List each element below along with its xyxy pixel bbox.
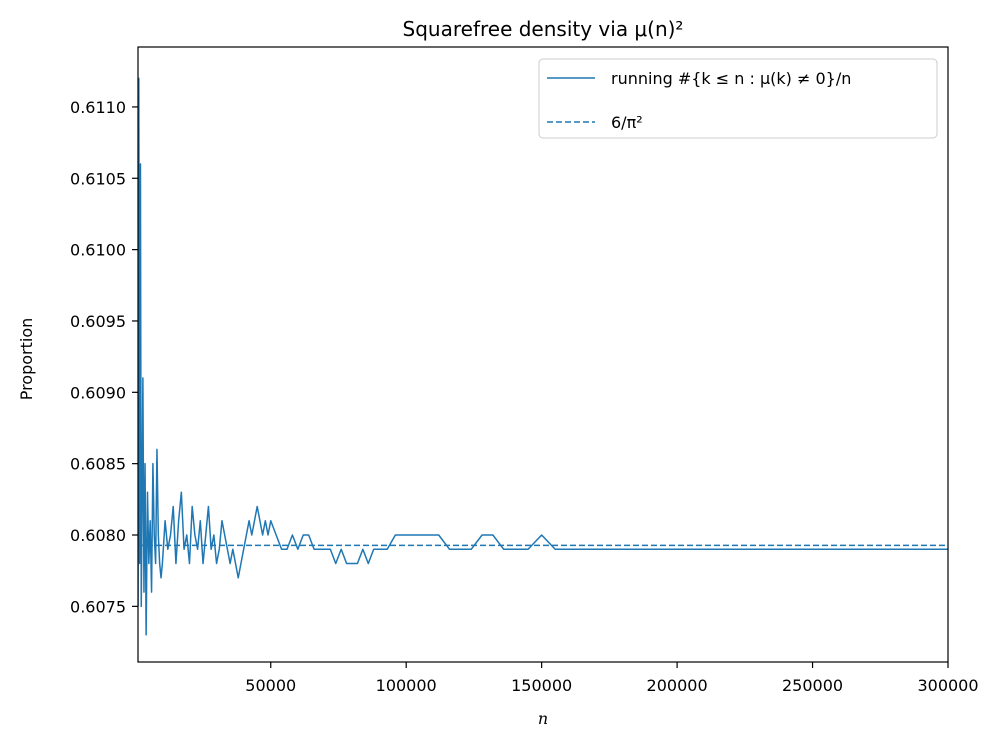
- y-tick-label: 0.6110: [70, 98, 126, 117]
- y-axis-label: Proportion: [17, 318, 36, 401]
- y-tick-label: 0.6085: [70, 455, 126, 474]
- y-tick-label: 0.6100: [70, 241, 126, 260]
- y-tick-label: 0.6090: [70, 383, 126, 402]
- x-tick-label: 300000: [917, 676, 978, 695]
- x-axis-ticks: 50000 100000 150000 200000 250000 300000: [245, 662, 979, 695]
- x-tick-label: 150000: [511, 676, 572, 695]
- y-tick-label: 0.6095: [70, 312, 126, 331]
- x-axis-label: n: [538, 709, 548, 728]
- series-line-running: [138, 77, 948, 636]
- chart-title: Squarefree density via μ(n)²: [403, 17, 684, 41]
- legend: running #{k ≤ n : μ(k) ≠ 0}/n 6/π²: [538, 58, 938, 139]
- plot-area: [138, 77, 948, 636]
- y-tick-label: 0.6105: [70, 169, 126, 188]
- series-layer: [138, 77, 948, 636]
- x-tick-label: 50000: [245, 676, 296, 695]
- y-tick-label: 0.6075: [70, 597, 126, 616]
- legend-label-running: running #{k ≤ n : μ(k) ≠ 0}/n: [611, 69, 851, 88]
- x-tick-label: 200000: [647, 676, 708, 695]
- x-tick-label: 100000: [376, 676, 437, 695]
- y-axis-ticks: 0.6075 0.6080 0.6085 0.6090 0.6095 0.6100 0.61…: [70, 98, 138, 616]
- x-tick-label: 250000: [782, 676, 843, 695]
- legend-frame: [538, 58, 938, 139]
- legend-label-constant: 6/π²: [611, 113, 643, 132]
- plot-frame: [137, 46, 949, 663]
- y-tick-label: 0.6080: [70, 526, 126, 545]
